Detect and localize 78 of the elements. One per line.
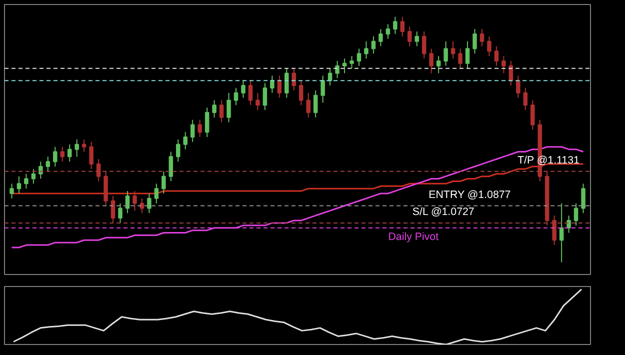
candlestick [574, 202, 578, 226]
candlestick [356, 48, 362, 66]
candlestick [450, 40, 456, 59]
candlestick [125, 190, 130, 214]
candlestick [284, 68, 289, 98]
candlestick [53, 146, 58, 167]
candlestick [436, 56, 441, 74]
candlestick [198, 119, 202, 138]
candlestick [400, 16, 405, 37]
candlestick [183, 132, 188, 150]
candlestick [190, 119, 195, 142]
candlestick [74, 139, 79, 158]
candlestick [262, 82, 268, 111]
candlestick [429, 48, 434, 74]
ref-line-label: S/L @1.0727 [412, 206, 474, 218]
candlestick [458, 48, 462, 69]
candlestick [212, 100, 216, 118]
candlestick [234, 87, 238, 106]
candlestick [277, 75, 282, 98]
candlestick [530, 100, 535, 130]
candlestick [82, 139, 86, 152]
candlestick [487, 36, 492, 57]
candlestick [89, 141, 94, 170]
candlestick [110, 195, 116, 224]
candlestick [241, 80, 246, 98]
candlestick [176, 139, 180, 162]
candlestick [168, 151, 174, 182]
candlestick [559, 202, 564, 263]
candlestick [16, 176, 22, 194]
candlestick [444, 40, 448, 66]
candlestick [298, 80, 304, 106]
candlestick [378, 28, 383, 47]
candlestick [154, 183, 159, 204]
candlestick [408, 26, 412, 47]
candlestick [414, 31, 419, 47]
candlestick [306, 92, 310, 118]
candlestick [472, 28, 477, 54]
candlestick [226, 92, 231, 123]
candlestick [465, 40, 470, 69]
candlestick [67, 144, 72, 162]
candlestick [256, 92, 260, 111]
candlestick [494, 46, 499, 66]
candlestick [147, 193, 152, 214]
candlestick [371, 36, 376, 54]
candlestick [38, 161, 43, 180]
candlestick [219, 100, 224, 123]
candlestick [335, 60, 340, 79]
candlestick [31, 168, 36, 184]
candlestick [422, 31, 426, 59]
candlestick [313, 90, 318, 118]
candlestick [60, 146, 65, 162]
candlestick [96, 158, 101, 182]
candlestick [292, 68, 296, 91]
candlestick [10, 183, 14, 199]
candlestick [386, 24, 390, 40]
candlestick [393, 16, 398, 34]
candlestick [342, 58, 347, 74]
candlestick [204, 107, 210, 138]
candlestick [46, 156, 50, 172]
candlestick [270, 75, 274, 94]
candlestick [24, 173, 28, 190]
candlestick [581, 183, 586, 214]
ref-line-label: Daily Pivot [388, 230, 439, 243]
candlestick [523, 87, 528, 111]
candlestick [480, 28, 484, 47]
candlestick [118, 202, 122, 224]
candlestick [320, 75, 325, 104]
candlestick [502, 56, 506, 74]
candlestick [350, 56, 354, 69]
candlestick [248, 80, 253, 106]
candlestick [132, 190, 137, 212]
candlestick [516, 75, 520, 98]
candlestick [364, 40, 368, 59]
candlestick [552, 215, 556, 246]
ref-line-label: ENTRY @1.0877 [428, 188, 511, 201]
candlestick [328, 68, 332, 86]
candlestick [566, 215, 571, 234]
candlestick [162, 170, 166, 194]
